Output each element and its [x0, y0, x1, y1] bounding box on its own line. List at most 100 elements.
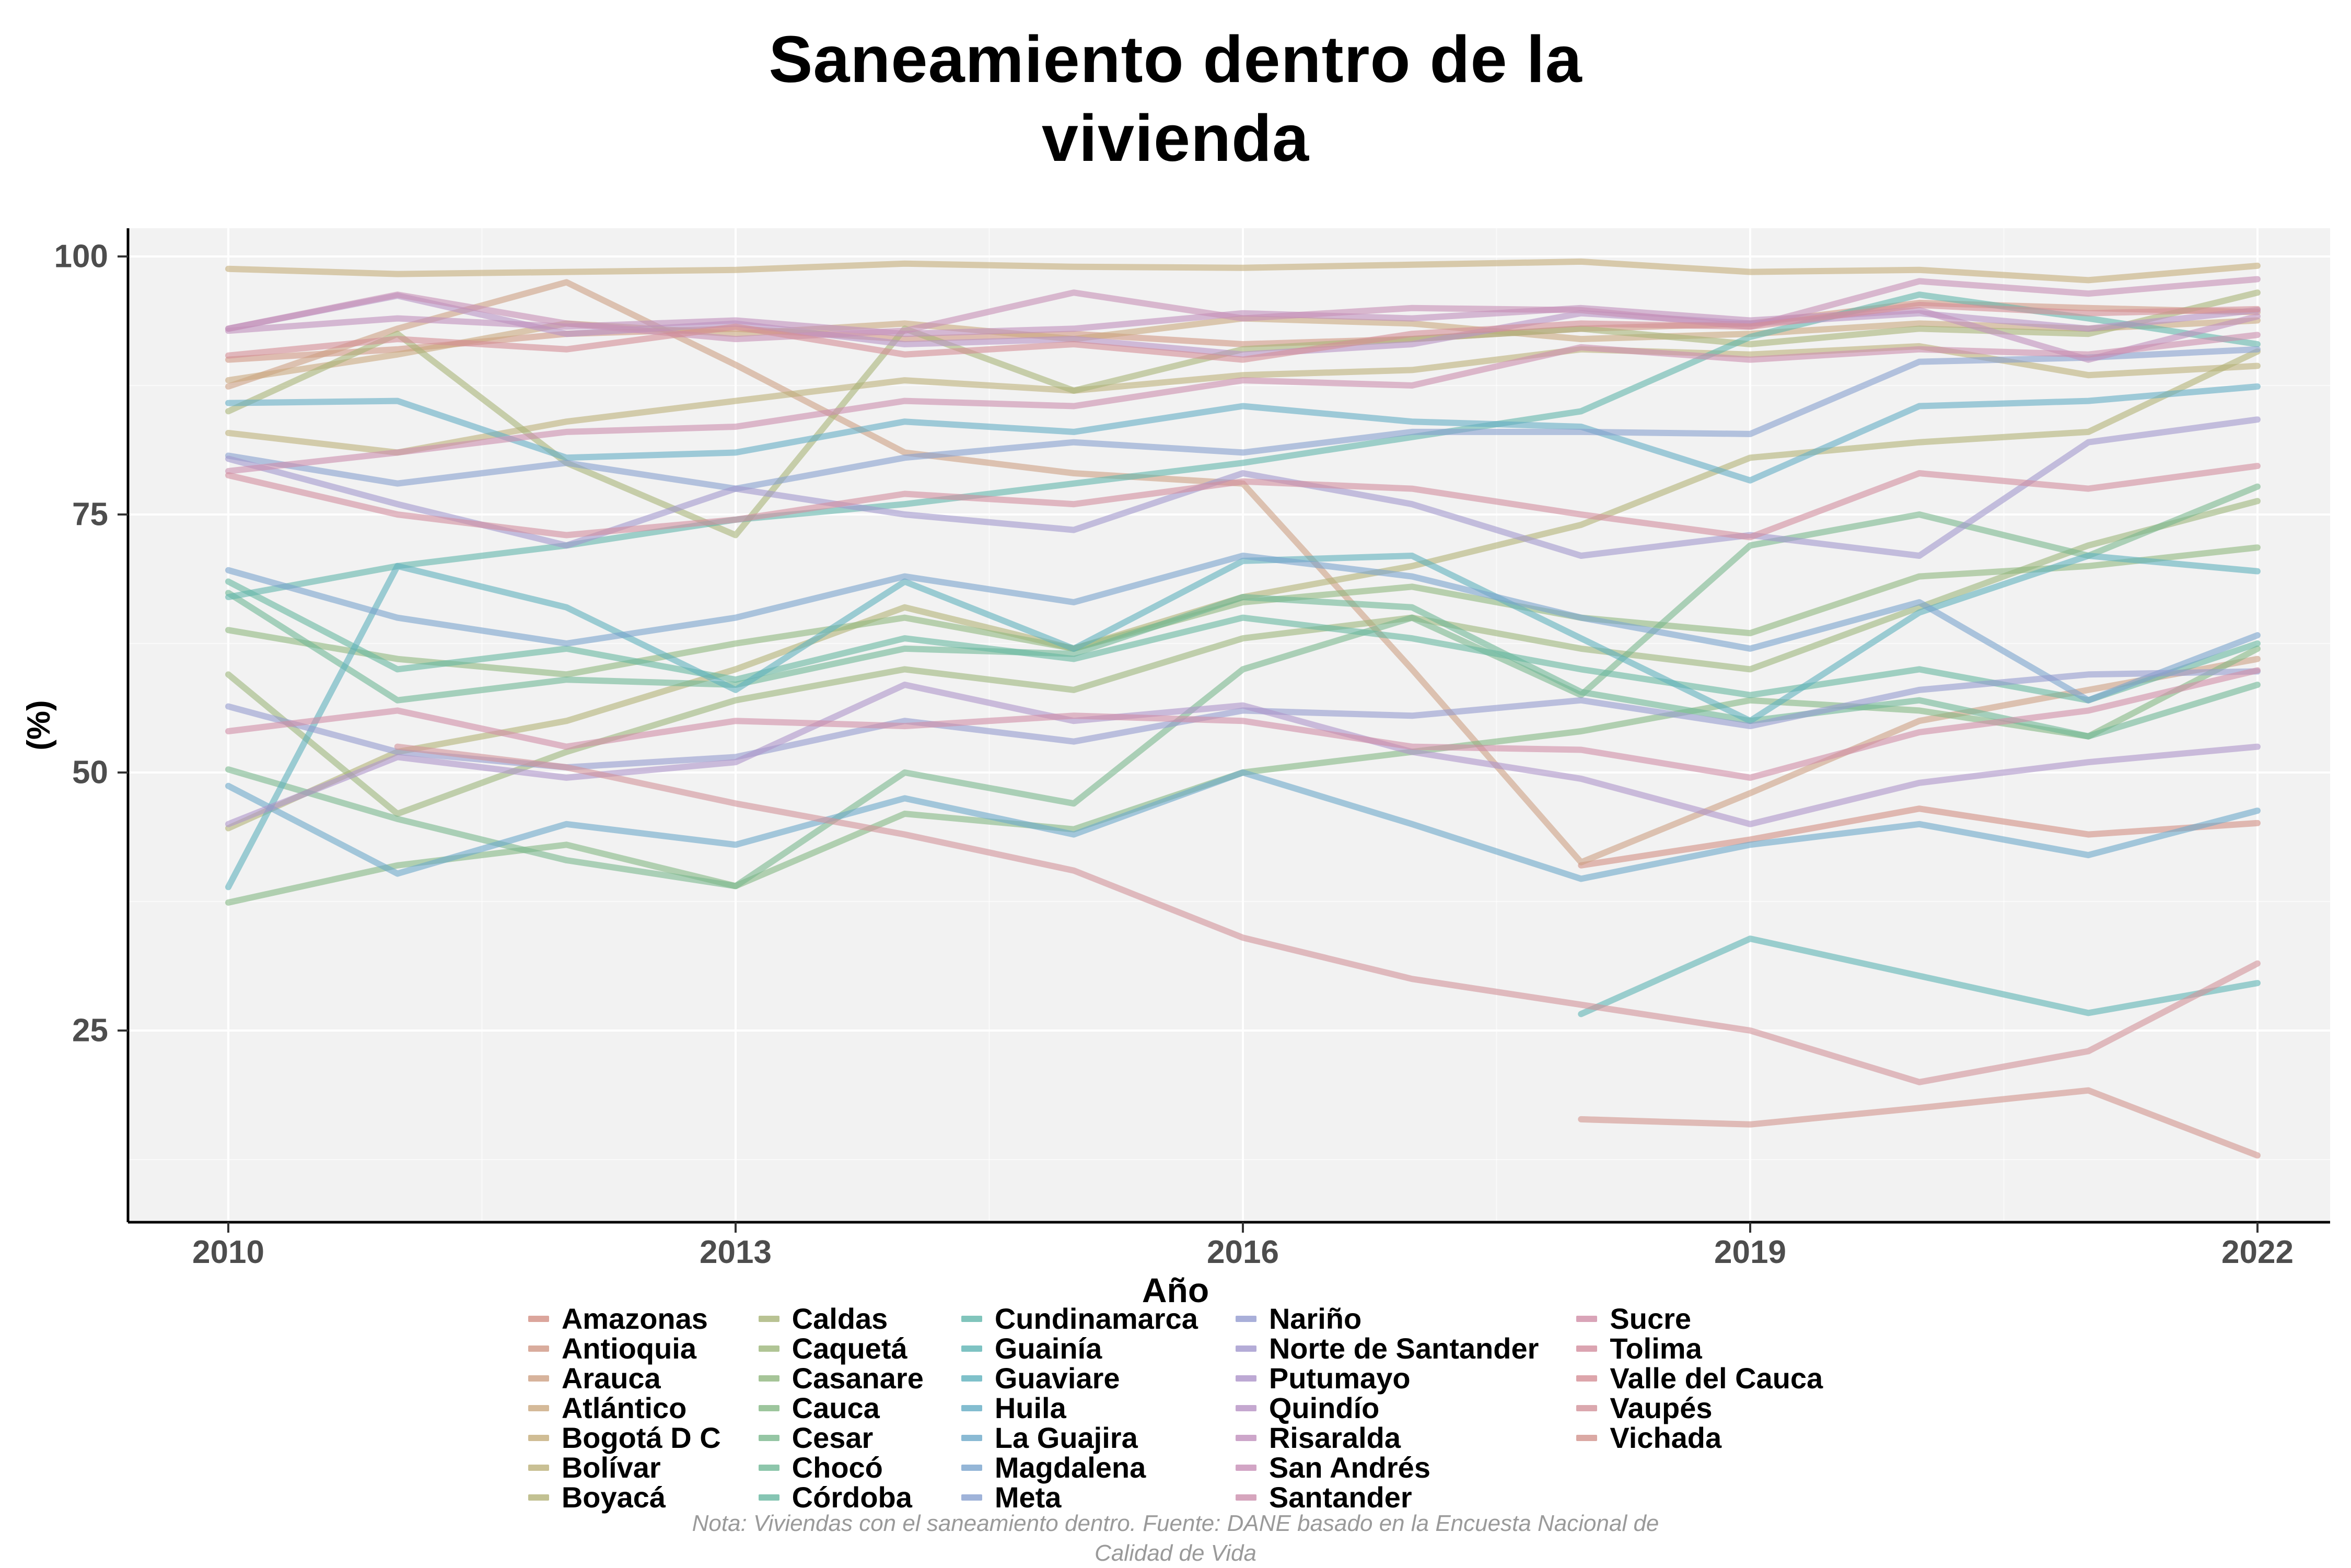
chart-note: Nota: Viviendas con el saneamiento dentr… [0, 1508, 2351, 1568]
legend-key-swatch [758, 1375, 779, 1382]
legend-item: Cauca [758, 1391, 924, 1424]
legend-item: Tolima [1576, 1332, 1823, 1365]
legend-item: Arauca [528, 1362, 721, 1395]
series-line-santander [225, 332, 2261, 474]
legend-item: Chocó [758, 1451, 924, 1484]
chart-note-text: Nota: Viviendas con el saneamiento dentr… [692, 1511, 1659, 1566]
legend-key-swatch [528, 1434, 549, 1441]
legend-item: Bolívar [528, 1451, 721, 1484]
legend-column: Cundinamarca Guainía Guaviare Huila La Guaji… [961, 1302, 1198, 1514]
legend-item: Putumayo [1235, 1362, 1539, 1395]
page-title: Saneamiento dentro de la vivienda [769, 22, 1582, 175]
series-line-guaviare [225, 553, 2261, 891]
legend-item: Quindío [1235, 1391, 1539, 1424]
legend-item: La Guajira [961, 1421, 1198, 1454]
legend-item: Guaviare [961, 1362, 1198, 1395]
legend-item: Casanare [758, 1362, 924, 1395]
legend-label: Magdalena [994, 1451, 1146, 1484]
legend-label: Guainía [994, 1332, 1102, 1365]
legend-label: Antioquia [561, 1332, 696, 1365]
legend-label: Meta [994, 1481, 1062, 1514]
y-tick-label: 50 [72, 755, 108, 791]
series-line-meta [225, 346, 2261, 492]
legend-key-swatch [758, 1464, 779, 1471]
legend-item: Cundinamarca [961, 1302, 1198, 1335]
legend-key-swatch [961, 1345, 982, 1352]
series-line-valle-del-cauca [225, 301, 2261, 363]
legend-key-swatch [961, 1405, 982, 1411]
series-line-magdalena [225, 553, 2261, 704]
series-line-san-andr-s [225, 276, 2261, 343]
legend-item: Sucre [1576, 1302, 1823, 1335]
legend-label: Caldas [792, 1302, 888, 1335]
y-tick-label: 100 [54, 239, 108, 275]
legend-label: La Guajira [994, 1421, 1138, 1454]
x-tick-label: 2013 [700, 1234, 772, 1270]
legend-label: Nariño [1268, 1302, 1362, 1335]
legend-label: Norte de Santander [1268, 1332, 1539, 1365]
legend-label: Vaupés [1610, 1391, 1713, 1424]
legend-item: Cesar [758, 1421, 924, 1454]
legend-key-swatch [1576, 1375, 1598, 1382]
series-line-c-rdoba [225, 578, 2261, 704]
series-line-putumayo [225, 682, 2261, 827]
line-chart: 25 50 75 100 2010 2013 2016 2019 2022 (%) [21, 228, 2330, 1270]
x-tick-label: 2019 [1714, 1234, 1786, 1270]
x-tick-label: 2010 [192, 1234, 264, 1270]
legend-label: Caquetá [792, 1332, 907, 1365]
series-line-choc- [225, 590, 2261, 740]
legend-label: Casanare [792, 1362, 924, 1395]
series-line-huila [225, 383, 2261, 484]
legend-column: Caldas Caquetá Casanare Cauca Cesar Chocó Córd… [758, 1302, 924, 1514]
chart-legend: Amazonas Antioquia Arauca Atlántico Bogotá D… [0, 1302, 2351, 1514]
series-line-caquet- [225, 498, 2261, 817]
legend-key-swatch [1576, 1434, 1598, 1441]
legend-key-swatch [961, 1494, 982, 1501]
legend-key-swatch [758, 1405, 779, 1411]
legend-item: Bogotá D C [528, 1421, 721, 1454]
y-axis-title: (%) [21, 700, 57, 750]
x-axis-title: Año [1142, 1271, 1209, 1309]
legend-label: Boyacá [561, 1481, 666, 1514]
legend-label: Tolima [1610, 1332, 1702, 1365]
legend-item: Nariño [1235, 1302, 1539, 1335]
legend-item: Caldas [758, 1302, 924, 1335]
legend-key-swatch [758, 1434, 779, 1441]
legend-label: Cauca [792, 1391, 880, 1424]
series-line-norte-de-santander [225, 416, 2261, 559]
legend-key-swatch [528, 1315, 549, 1322]
legend-column: Sucre Tolima Valle del Cauca Vaupés Vichada [1576, 1302, 1823, 1454]
series-line-vaup-s [394, 743, 2261, 1085]
legend-label: Atlántico [561, 1391, 687, 1424]
legend-label: Bolívar [561, 1451, 661, 1484]
legend-item: Meta [961, 1481, 1198, 1514]
legend-label: Cundinamarca [994, 1302, 1198, 1335]
series-line-amazonas [1578, 805, 2261, 869]
legend-key-swatch [528, 1345, 549, 1352]
legend-key-swatch [1576, 1345, 1598, 1352]
legend-item: Risaralda [1235, 1421, 1539, 1454]
legend-label: Chocó [792, 1451, 883, 1484]
legend-item: Norte de Santander [1235, 1332, 1539, 1365]
series-line-bogot-d-c [225, 258, 2261, 284]
legend-item: Guainía [961, 1332, 1198, 1365]
legend-item: Córdoba [758, 1481, 924, 1514]
series-line-la-guajira [225, 769, 2261, 882]
legend-key-swatch [961, 1464, 982, 1471]
series-line-tolima [225, 463, 2261, 541]
series-line-sucre [225, 667, 2261, 781]
legend-key-swatch [758, 1315, 779, 1322]
legend-key-swatch [528, 1494, 549, 1501]
legend-label: Bogotá D C [561, 1421, 721, 1454]
legend-label: Vichada [1610, 1421, 1722, 1454]
legend-item: Amazonas [528, 1302, 721, 1335]
x-tick-label: 2022 [2221, 1234, 2294, 1270]
legend-label: San Andrés [1268, 1451, 1430, 1484]
legend-label: Amazonas [561, 1302, 708, 1335]
x-tick-label: 2016 [1207, 1234, 1279, 1270]
legend-key-swatch [1576, 1315, 1598, 1322]
legend-label: Risaralda [1268, 1421, 1401, 1454]
legend-label: Santander [1268, 1481, 1412, 1514]
legend-label: Cesar [792, 1421, 874, 1454]
legend-key-swatch [758, 1345, 779, 1352]
